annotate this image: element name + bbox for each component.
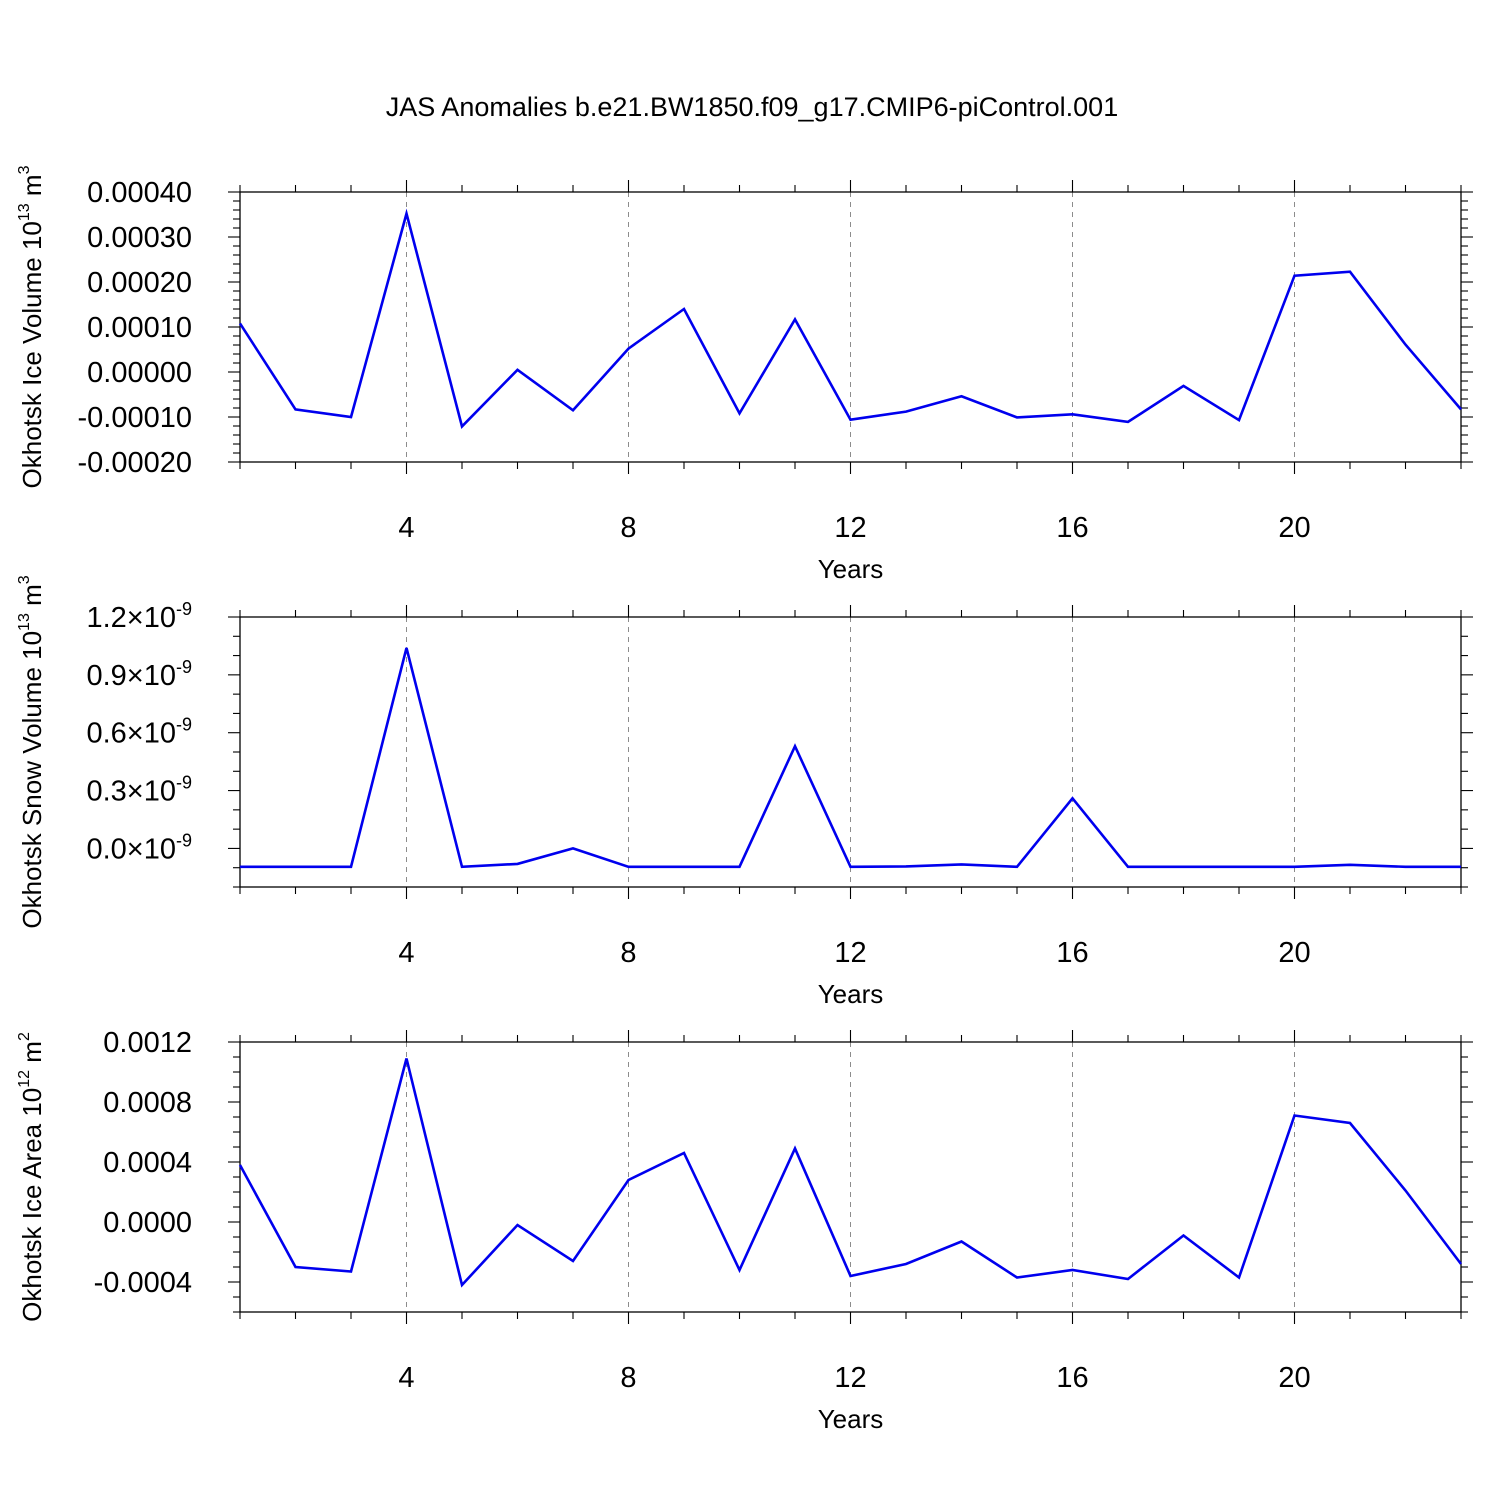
y-axis-label-exponent: 13 [16, 203, 33, 221]
ice-area-x-axis-label: Years [818, 1404, 884, 1434]
ice-area-y-tick-label: -0.0004 [94, 1267, 192, 1299]
tick-mantissa: 0.9 [86, 660, 126, 692]
snow-volume-panel: 4 8 12 16 200.0×10-90.3×10-90.6×10-90.9×10-9… [16, 575, 1473, 1009]
ice-area-y-tick-label: 0.0004 [103, 1147, 192, 1179]
tick-exponent: -9 [176, 657, 192, 677]
y-axis-label-unit: m [17, 1041, 47, 1070]
tick-times-ten: ×10 [127, 660, 176, 692]
ice-area-x-tick-label: 4 [398, 1362, 414, 1394]
y-axis-label-unit-exponent: 3 [16, 165, 33, 174]
snow-volume-y-axis-label: Okhotsk Snow Volume 1013 m3 [16, 575, 47, 928]
y-axis-label-exponent: 13 [16, 613, 33, 631]
tick-exponent: -9 [176, 715, 192, 735]
ice-area-y-tick-label: 0.0000 [103, 1207, 192, 1239]
tick-mantissa: 0.6 [86, 718, 126, 750]
ice-area-y-tick-label: 0.0012 [103, 1027, 192, 1059]
ice-area-x-tick-label: 20 [1278, 1362, 1310, 1394]
tick-times-ten: ×10 [127, 602, 176, 634]
tick-exponent: -9 [176, 773, 192, 793]
y-axis-label-text: Okhotsk Snow Volume 10 [17, 631, 47, 929]
snow-volume-y-tick-label: 0.0×10-9 [86, 830, 192, 865]
tick-exponent: -9 [176, 599, 192, 619]
ice-volume-y-tick-label: 0.00010 [87, 312, 192, 344]
tick-mantissa: 0.0 [86, 833, 126, 865]
ice-volume-y-axis-label: Okhotsk Ice Volume 1013 m3 [16, 165, 47, 488]
ice-volume-y-tick-label: 0.00000 [87, 357, 192, 389]
snow-volume-y-tick-label: 1.2×10-9 [86, 599, 192, 634]
ice-area-series-line [238, 1058, 1463, 1288]
ice-volume-x-tick-label: 12 [834, 512, 866, 544]
ice-volume-x-tick-label: 16 [1056, 512, 1088, 544]
snow-volume-x-tick-label: 20 [1278, 937, 1310, 969]
ice-volume-panel: 4 8 12 16 20 -0.00020 -0.00010 0.00000 0.00010 0.… [16, 165, 1473, 584]
ice-area-y-axis-label: Okhotsk Ice Area 1012 m2 [16, 1032, 47, 1322]
ice-volume-y-tick-label: 0.00020 [87, 267, 192, 299]
ice-area-panel: 4 8 12 16 20 -0.0004 0.0000 0.0004 0.0008 0.0012 Y… [16, 1027, 1473, 1434]
y-axis-label-unit: m [17, 584, 47, 613]
y-axis-label-unit-exponent: 2 [16, 1032, 33, 1041]
snow-volume-x-tick-label: 12 [834, 937, 866, 969]
ice-volume-x-tick-label: 8 [620, 512, 636, 544]
tick-times-ten: ×10 [127, 776, 176, 808]
snow-volume-y-tick-label: 0.6×10-9 [86, 715, 192, 750]
ice-volume-y-tick-label: -0.00020 [78, 447, 193, 479]
ice-area-x-tick-label: 12 [834, 1362, 866, 1394]
ice-area-x-tick-label: 8 [620, 1362, 636, 1394]
snow-volume-y-tick-label: 0.3×10-9 [86, 773, 192, 808]
ice-volume-y-tick-label: 0.00030 [87, 222, 192, 254]
tick-exponent: -9 [176, 830, 192, 850]
snow-volume-x-axis-label: Years [818, 979, 884, 1009]
ice-volume-x-tick-label: 4 [398, 512, 414, 544]
ice-area-x-tick-label: 16 [1056, 1362, 1088, 1394]
snow-volume-x-tick-label: 16 [1056, 937, 1088, 969]
ice-volume-y-tick-label: 0.00040 [87, 177, 192, 209]
y-axis-label-unit-exponent: 3 [16, 575, 33, 584]
y-axis-label-text: Okhotsk Ice Volume 10 [17, 221, 47, 488]
tick-mantissa: 1.2 [86, 602, 126, 634]
ice-volume-x-tick-label: 20 [1278, 512, 1310, 544]
ice-volume-y-tick-label: -0.00010 [78, 402, 193, 434]
y-axis-label-exponent: 12 [16, 1070, 33, 1088]
tick-mantissa: 0.3 [86, 776, 126, 808]
snow-volume-y-tick-label: 0.9×10-9 [86, 657, 192, 692]
ice-volume-x-axis-label: Years [818, 554, 884, 584]
figure-title: JAS Anomalies b.e21.BW1850.f09_g17.CMIP6… [386, 92, 1118, 122]
tick-times-ten: ×10 [127, 833, 176, 865]
snow-volume-series-line [240, 647, 1461, 869]
ice-area-y-tick-label: 0.0008 [103, 1087, 192, 1119]
tick-times-ten: ×10 [127, 718, 176, 750]
ice-volume-series-line [238, 208, 1462, 429]
y-axis-label-unit: m [17, 174, 47, 203]
snow-volume-x-tick-label: 4 [398, 937, 414, 969]
y-axis-label-text: Okhotsk Ice Area 10 [17, 1088, 47, 1322]
snow-volume-x-tick-label: 8 [620, 937, 636, 969]
